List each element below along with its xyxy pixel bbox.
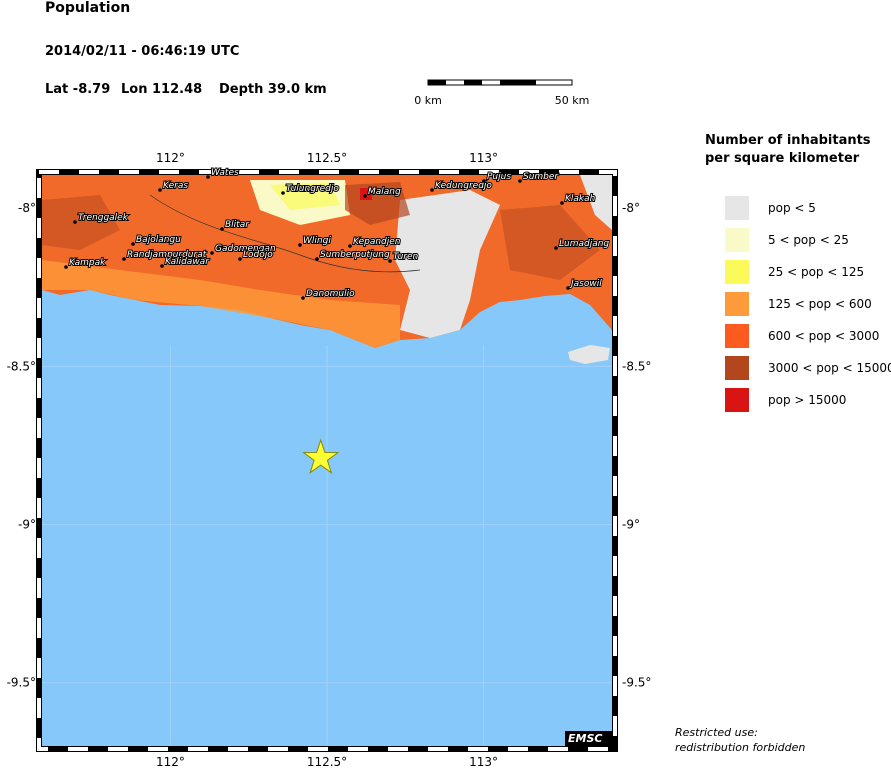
place-label: Turen <box>393 252 419 262</box>
lon-label: 112.5° <box>307 755 347 769</box>
place-dot <box>122 257 126 261</box>
frame <box>37 170 617 751</box>
place-dot <box>566 286 570 290</box>
place-label: Tulungredjo <box>286 184 339 194</box>
place-label: Gadomengan <box>215 244 276 254</box>
place-label: Trenggalek <box>78 213 129 223</box>
place-label: Blitar <box>225 220 250 230</box>
footer: Restricted use: <box>675 726 758 739</box>
legend-swatch <box>725 292 749 316</box>
place-dot <box>298 243 302 247</box>
depth: Depth 39.0 km <box>219 82 327 97</box>
lon-label: 112° <box>156 151 185 165</box>
epicenter <box>302 438 340 474</box>
legend-swatch <box>725 228 749 252</box>
place-dot <box>315 257 319 261</box>
scale-end: 50 km <box>555 94 590 107</box>
legend-label: pop < 5 <box>768 201 816 215</box>
legend-label: 3000 < pop < 15000 <box>768 361 891 375</box>
lat-label: -9.5° <box>7 676 36 690</box>
datetime: 2014/02/11 - 06:46:19 UTC <box>45 44 239 59</box>
place-label: Randjampurdurat <box>127 250 207 260</box>
place-label: Wates <box>211 168 239 178</box>
place-label: Wlingi <box>303 236 331 246</box>
lat-label: -9° <box>18 518 36 532</box>
place-dot <box>301 296 305 300</box>
lat-label: -8° <box>18 201 36 215</box>
lat-label: -9° <box>622 518 640 532</box>
place-dot <box>220 227 224 231</box>
lat-label: -8.5° <box>7 359 36 373</box>
map-credit: EMSC <box>568 732 602 745</box>
place-dot <box>206 175 210 179</box>
title: Population <box>45 0 130 16</box>
place-label: Lumadjang <box>559 239 609 249</box>
place-dot <box>158 188 162 192</box>
place-label: Lodojo <box>243 250 273 260</box>
place-dot <box>238 257 242 261</box>
legend-swatch <box>725 260 749 284</box>
lon-label: 113° <box>469 151 498 165</box>
legend-title: Number of inhabitants <box>705 133 871 148</box>
place-dot <box>281 191 285 195</box>
legend-swatch <box>725 388 749 412</box>
legend-label: 5 < pop < 25 <box>768 233 849 247</box>
place-label: Sumber <box>523 172 559 182</box>
lat-label: -8.5° <box>622 359 651 373</box>
lon: Lon 112.48 <box>121 82 202 97</box>
legend-label: 25 < pop < 125 <box>768 265 864 279</box>
place-label: Kampak <box>69 258 106 268</box>
place-dot <box>64 265 68 269</box>
place-dot <box>363 194 367 198</box>
place-dot <box>554 246 558 250</box>
place-dot <box>131 242 135 246</box>
legend-swatch <box>725 196 749 220</box>
place-dot <box>388 259 392 263</box>
lon-label: 112.5° <box>307 151 347 165</box>
legend-swatch <box>725 324 749 348</box>
lat: Lat -8.79 <box>45 82 110 97</box>
place-label: Klakah <box>565 194 596 204</box>
place-label: Jasowil <box>569 279 602 289</box>
place-dot <box>73 220 77 224</box>
place-label: Keras <box>163 181 188 191</box>
lon-label: 113° <box>469 755 498 769</box>
place-label: Kepandjen <box>353 237 401 247</box>
legend-label: 125 < pop < 600 <box>768 297 872 311</box>
place-dot <box>560 201 564 205</box>
place-label: Bajolangu <box>136 235 181 245</box>
place-label: Kedungredjo <box>435 181 492 191</box>
place-label: Sumberputjung <box>320 250 390 260</box>
place-dot <box>348 244 352 248</box>
credit-box <box>565 731 612 746</box>
footer: redistribution forbidden <box>675 741 805 754</box>
scale-start: 0 km <box>414 94 442 107</box>
place-dot <box>518 179 522 183</box>
place-label: Malang <box>368 187 401 197</box>
legend-swatch <box>725 356 749 380</box>
place-dot <box>210 251 214 255</box>
legend-label: 600 < pop < 3000 <box>768 329 879 343</box>
place-dot <box>160 264 164 268</box>
legend-label: pop > 15000 <box>768 393 846 407</box>
lon-label: 112° <box>156 755 185 769</box>
place-label: Kalidawar <box>165 257 210 267</box>
place-dot <box>482 179 486 183</box>
place-label: Pujus <box>487 172 511 182</box>
lat-label: -8° <box>622 201 640 215</box>
lat-label: -9.5° <box>622 676 651 690</box>
place-dot <box>430 188 434 192</box>
scale-bar <box>427 79 573 86</box>
place-label: Danomulio <box>306 289 355 299</box>
legend-title: per square kilometer <box>705 151 860 166</box>
